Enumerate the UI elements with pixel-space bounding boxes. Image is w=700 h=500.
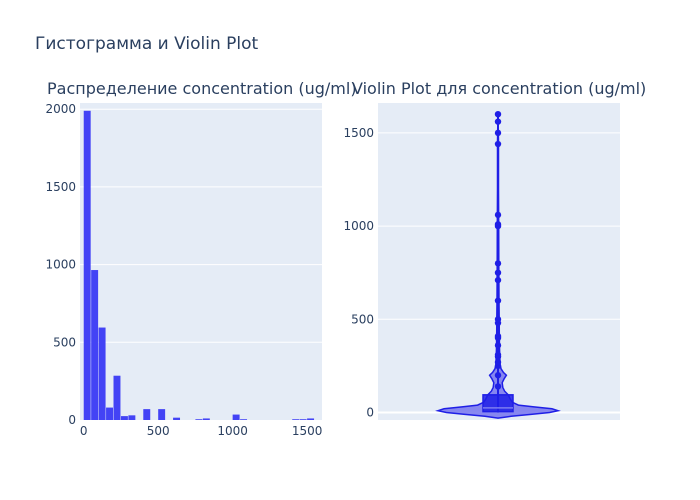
violin-point <box>494 372 502 379</box>
histogram-bar <box>98 327 106 420</box>
histogram-x-tick-label: 1000 <box>217 424 248 438</box>
violin-point <box>494 351 502 358</box>
histogram-bar <box>195 419 203 420</box>
histogram-y-tick-label: 0 <box>68 413 76 427</box>
histogram-panel: 0 500 1000 1500 2000 0 500 1000 1500 <box>45 102 322 438</box>
violin-point <box>494 342 502 349</box>
violin-point <box>494 260 502 267</box>
histogram-title: Распределение concentration (ug/ml) <box>47 79 357 98</box>
violin-y-tick-label: 500 <box>351 312 374 326</box>
histogram-bar <box>158 409 166 420</box>
histogram-x-tick-label: 1500 <box>292 424 323 438</box>
violin-box <box>482 394 514 413</box>
histogram-y-tick-label: 2000 <box>45 102 76 116</box>
violin-point <box>494 129 502 137</box>
histogram-y-tick-label: 500 <box>53 335 76 349</box>
violin-point <box>494 118 502 125</box>
histogram-bar <box>113 375 121 420</box>
violin-y-tick-label: 1500 <box>343 126 374 140</box>
histogram-bar <box>106 407 114 420</box>
histogram-bar <box>232 414 240 420</box>
histogram-bar <box>292 419 300 420</box>
histogram-bar <box>128 415 136 420</box>
violin-point <box>494 358 502 366</box>
histogram-y-tick-label: 1500 <box>45 180 76 194</box>
violin-point <box>494 211 502 219</box>
histogram-x-tick-label: 500 <box>147 424 170 438</box>
histogram-x-tick-label: 0 <box>80 424 88 438</box>
figure-title: Гистограмма и Violin Plot <box>35 34 259 54</box>
histogram-bar <box>240 419 248 420</box>
histogram-bar <box>83 110 91 421</box>
violin-point <box>494 383 502 390</box>
violin-y-tick-label: 0 <box>366 406 374 420</box>
violin-point <box>494 316 502 323</box>
histogram-bar <box>299 419 307 420</box>
violin-y-tick-label: 1000 <box>343 219 374 233</box>
violin-panel: 0 500 1000 1500 <box>343 103 620 420</box>
violin-point <box>494 269 502 276</box>
violin-point <box>494 110 502 118</box>
histogram-bar <box>91 270 99 420</box>
violin-point <box>494 332 502 340</box>
histogram-bar <box>120 416 128 420</box>
violin-point <box>494 276 502 284</box>
violin-title: Violin Plot для concentration (ug/ml) <box>352 79 647 98</box>
histogram-y-tick-label: 1000 <box>45 258 76 272</box>
violin-point <box>494 221 502 228</box>
histogram-bar <box>173 417 181 420</box>
histogram-bar <box>307 418 315 420</box>
violin-point <box>494 297 502 304</box>
histogram-bar <box>143 409 151 420</box>
histogram-plot-area <box>80 103 322 420</box>
violin-point <box>494 140 502 148</box>
histogram-bar <box>202 418 210 420</box>
